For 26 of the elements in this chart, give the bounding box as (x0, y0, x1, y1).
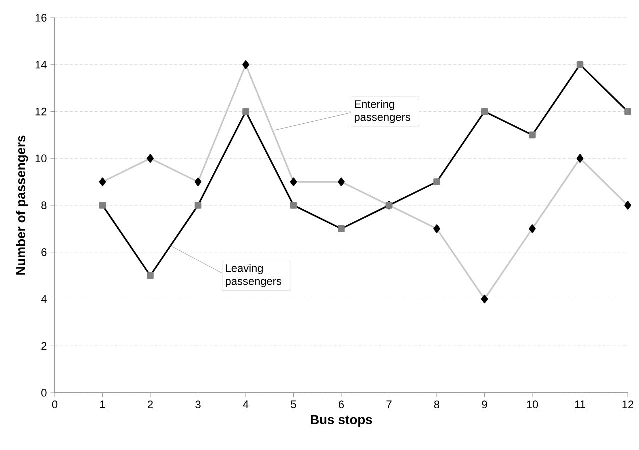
x-tick-label: 10 (527, 400, 538, 409)
y-tick-label: 16 (36, 14, 47, 22)
y-tick-label: 0 (42, 389, 47, 397)
x-tick-label: 4 (243, 400, 249, 408)
text: Leaving passengers (226, 264, 282, 288)
x-tick-label: 3 (196, 400, 201, 409)
text: Entering passengers (354, 100, 410, 124)
y-tick-label: 12 (36, 108, 47, 116)
y-axis-title: Number of passengers (16, 136, 28, 275)
x-tick-label: 6 (339, 400, 344, 409)
y-tick-label: 4 (41, 295, 47, 304)
x-tick-label: 1 (100, 400, 106, 408)
x-tick-label: 2 (148, 400, 153, 408)
y-tick-label: 6 (42, 248, 47, 256)
y-tick-label: 8 (42, 202, 47, 210)
x-axis-title: Bus stops (311, 415, 372, 427)
x-tick-label: 11 (575, 400, 586, 408)
x-tick-label: 0 (52, 400, 58, 409)
x-tick-label: 8 (434, 400, 440, 409)
y-tick-label: 10 (36, 154, 47, 163)
x-tick-label: 12 (622, 400, 634, 408)
y-tick-label: 2 (42, 342, 47, 350)
y-tick-label: 14 (36, 61, 47, 69)
x-tick-label: 7 (386, 400, 392, 408)
x-tick-label: 9 (482, 400, 488, 409)
x-tick-label: 5 (291, 400, 296, 408)
